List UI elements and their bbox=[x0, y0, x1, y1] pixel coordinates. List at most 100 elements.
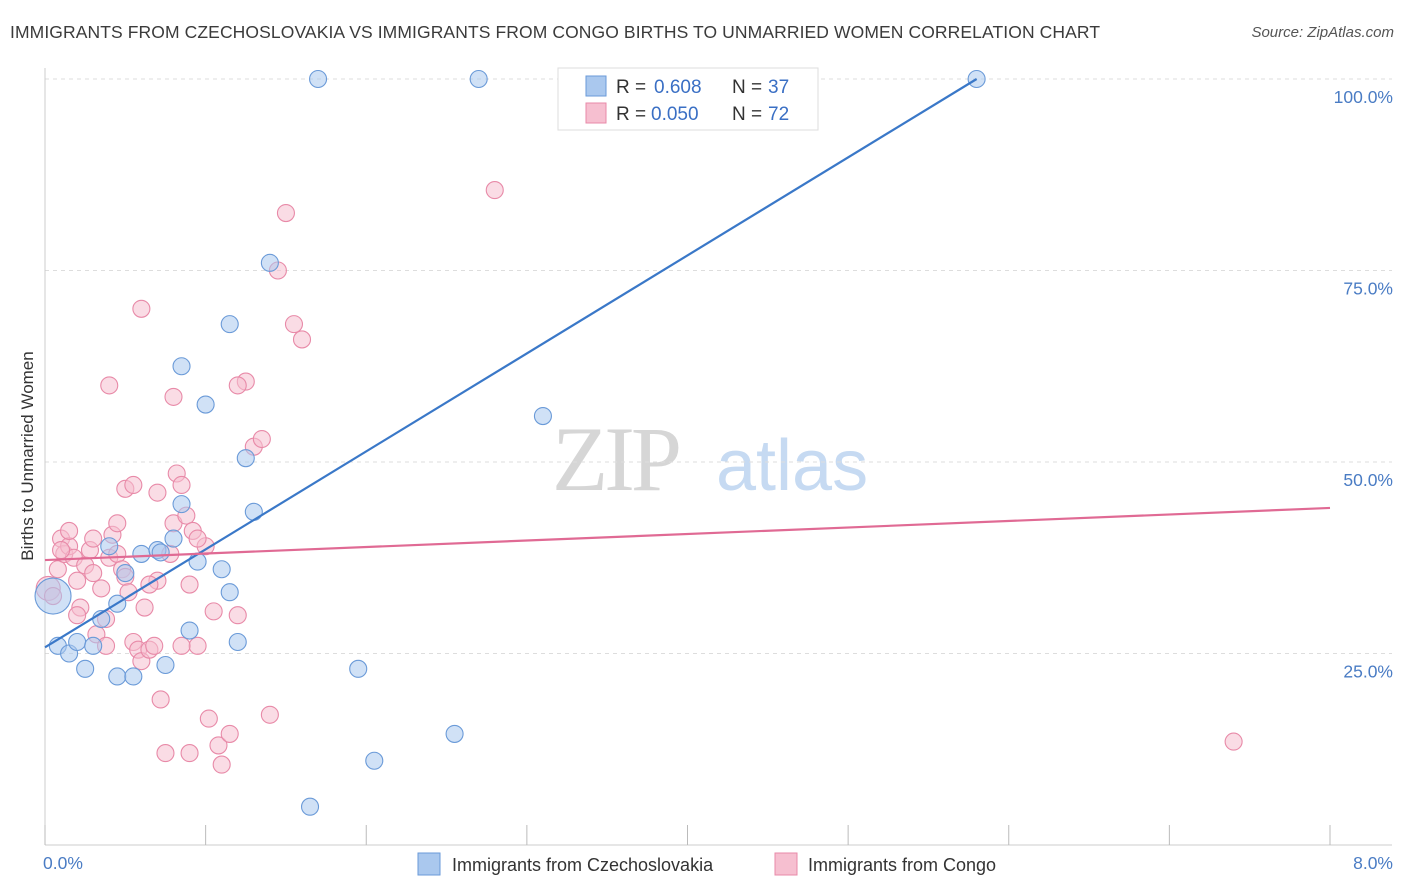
y-axis-label: Births to Unmarried Women bbox=[18, 351, 37, 560]
congo-point bbox=[228, 376, 247, 395]
y-tick-label: 100.0% bbox=[1334, 87, 1393, 107]
legend-n-value-blue: 37 bbox=[768, 77, 789, 98]
czechoslovakia-point bbox=[172, 495, 191, 514]
stats-legend: R = 0.608 N = 37 R = 0.050 N = 72 bbox=[557, 67, 819, 131]
y-tick-label: 50.0% bbox=[1343, 470, 1393, 490]
legend-swatch-pink bbox=[585, 102, 607, 124]
congo-point bbox=[260, 705, 279, 724]
watermark-atlas: atlas bbox=[716, 426, 868, 506]
czechoslovakia-point bbox=[116, 564, 135, 583]
legend-r-label-pink: R = bbox=[616, 104, 646, 125]
congo-point bbox=[132, 299, 151, 318]
chart-title: IMMIGRANTS FROM CZECHOSLOVAKIA VS IMMIGR… bbox=[10, 22, 1101, 42]
watermark-zip: ZIP bbox=[552, 408, 679, 510]
czechoslovakia-point bbox=[132, 544, 151, 563]
x-tick-label-max: 8.0% bbox=[1353, 853, 1393, 873]
czechoslovakia-point bbox=[533, 406, 552, 426]
congo-point bbox=[84, 564, 103, 583]
czechoslovakia-point bbox=[151, 543, 170, 562]
czechoslovakia-point bbox=[84, 636, 103, 655]
legend-swatch-blue bbox=[585, 75, 607, 97]
congo-point bbox=[228, 606, 247, 625]
congo-point bbox=[135, 598, 154, 617]
czechoslovakia-point bbox=[76, 659, 95, 678]
series-legend-label-blue: Immigrants from Czechoslovakia bbox=[452, 855, 714, 875]
czechoslovakia-point bbox=[100, 537, 119, 556]
congo-point bbox=[188, 529, 207, 548]
legend-r-value-pink: 0.050 bbox=[651, 104, 699, 125]
czechoslovakia-point bbox=[220, 583, 239, 602]
congo-point bbox=[84, 529, 103, 548]
source-label: Source: ZipAtlas.com bbox=[1251, 24, 1394, 41]
czechoslovakia-point bbox=[445, 724, 464, 743]
y-tick-label: 25.0% bbox=[1343, 662, 1393, 682]
czechoslovakia-point bbox=[220, 315, 239, 334]
czechoslovakia-point bbox=[124, 667, 143, 686]
czechoslovakia-point bbox=[300, 797, 320, 816]
czechoslovakia-point bbox=[156, 655, 175, 675]
congo-point bbox=[48, 560, 67, 579]
congo-point bbox=[148, 483, 167, 502]
congo-point bbox=[156, 744, 175, 763]
congo-point bbox=[151, 690, 170, 709]
axes: 25.0% 50.0% 75.0% 100.0% 0.0% 8.0% bbox=[43, 68, 1393, 873]
series-legend-swatch-blue bbox=[417, 852, 441, 876]
congo-point bbox=[124, 475, 143, 495]
congo-point bbox=[252, 429, 271, 449]
congo-point bbox=[1224, 732, 1243, 751]
congo-point bbox=[212, 755, 231, 774]
congo-point bbox=[209, 736, 228, 755]
congo-point bbox=[188, 636, 207, 655]
czechoslovakia-point bbox=[212, 560, 231, 579]
series-legend: Immigrants from Czechoslovakia Immigrant… bbox=[417, 852, 996, 876]
congo-point bbox=[68, 571, 87, 590]
gridlines bbox=[45, 78, 1392, 654]
czechoslovakia-point bbox=[244, 502, 263, 521]
congo-point bbox=[204, 602, 223, 621]
y-tick-label: 75.0% bbox=[1343, 279, 1393, 299]
legend-n-label-pink: N = bbox=[732, 104, 762, 125]
czechoslovakia-point bbox=[68, 632, 87, 652]
czechoslovakia-point bbox=[228, 632, 247, 652]
czechoslovakia-point bbox=[108, 667, 127, 686]
trend-lines bbox=[44, 78, 1331, 649]
congo-point bbox=[164, 387, 183, 406]
congo-point bbox=[172, 636, 191, 655]
congo-point bbox=[145, 636, 164, 655]
congo-point bbox=[292, 330, 312, 349]
congo-trend-line bbox=[44, 506, 1331, 562]
congo-point bbox=[108, 514, 127, 533]
czechoslovakia-point bbox=[172, 357, 191, 376]
congo-point bbox=[68, 606, 87, 625]
congo-point bbox=[180, 744, 199, 763]
congo-point bbox=[199, 709, 218, 728]
czechoslovakia-point bbox=[309, 69, 328, 89]
congo-point bbox=[180, 575, 199, 594]
czechoslovakia-point bbox=[236, 449, 255, 468]
congo-point bbox=[92, 579, 111, 598]
congo-point bbox=[52, 541, 71, 560]
congo-point bbox=[284, 315, 304, 334]
legend-r-label-blue: R = bbox=[616, 77, 646, 98]
czechoslovakia-point bbox=[349, 659, 368, 678]
czechoslovakia-point bbox=[34, 577, 72, 615]
legend-n-label-blue: N = bbox=[732, 77, 762, 98]
czechoslovakia-point bbox=[260, 253, 279, 272]
series-legend-label-pink: Immigrants from Congo bbox=[808, 855, 996, 875]
legend-n-value-pink: 72 bbox=[768, 104, 789, 125]
czechoslovakia-point bbox=[196, 395, 215, 414]
legend-r-value-blue: 0.608 bbox=[654, 77, 702, 98]
czechoslovakia-point bbox=[180, 621, 199, 640]
x-tick-label-min: 0.0% bbox=[43, 853, 83, 873]
congo-point bbox=[276, 204, 295, 223]
series-legend-swatch-pink bbox=[774, 852, 798, 876]
congo-point bbox=[60, 521, 79, 540]
congo-point bbox=[172, 475, 191, 495]
czechoslovakia-point bbox=[164, 529, 183, 548]
czechoslovakia-point bbox=[188, 552, 207, 571]
czechoslovakia-trend-line bbox=[44, 78, 978, 649]
czechoslovakia-point bbox=[365, 751, 384, 770]
czechoslovakia-point bbox=[469, 69, 488, 89]
congo-point bbox=[100, 376, 119, 395]
